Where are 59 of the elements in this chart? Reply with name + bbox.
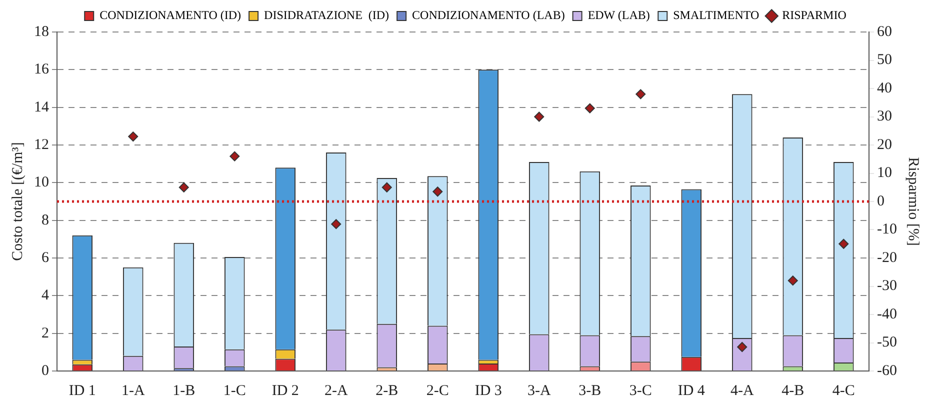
x-tick-label: 3-C: [629, 382, 652, 399]
y-tick-label: 18: [34, 24, 49, 40]
point: [128, 132, 138, 142]
y2-tick-label: 50: [877, 52, 892, 68]
x-tick-label: 2-A: [324, 382, 348, 399]
y-tick-label: 8: [42, 212, 49, 228]
point: [584, 103, 595, 114]
y2-tick-label: 20: [877, 136, 892, 153]
point: [382, 182, 392, 192]
point: [230, 151, 240, 162]
y-tick-label: 10: [34, 174, 49, 191]
y-axis-title: Costo totale [(€/m³]: [10, 142, 26, 261]
x-tick-label: 1-C: [223, 382, 246, 399]
y-tick-label: 4: [42, 288, 50, 304]
y-tick-label: 0: [42, 362, 49, 379]
x-tick-label: ID 4: [678, 382, 706, 399]
y2-tick-label: 30: [877, 108, 892, 125]
x-tick-label: ID 2: [272, 382, 299, 399]
y2-tick-label: -60: [877, 362, 898, 379]
y2-tick-label: -20: [877, 250, 898, 266]
x-tick-label: 4-C: [832, 382, 855, 399]
point: [534, 112, 544, 122]
y-tick-label: 16: [34, 62, 50, 78]
y2-tick-label: 0: [877, 193, 885, 210]
y2-tick-label: -30: [877, 278, 898, 294]
y2-tick-label: 40: [877, 80, 892, 96]
x-tick-label: 3-A: [527, 382, 551, 399]
y2-tick-label: -50: [877, 334, 898, 351]
y-tick-label: 2: [42, 325, 49, 342]
x-tick-label: ID 3: [474, 382, 502, 399]
point: [331, 219, 342, 230]
point: [636, 89, 646, 100]
y-tick-label: 14: [34, 99, 50, 116]
y2-tick-label: -10: [877, 222, 898, 238]
x-tick-label: 2-C: [426, 382, 449, 399]
point: [838, 238, 849, 249]
x-tick-label: 1-B: [172, 382, 196, 399]
legend-label: DISIDRATAZIONE (ID): [264, 8, 390, 22]
y2-tick-label: 60: [877, 24, 892, 40]
x-tick-label: 4-B: [782, 382, 804, 399]
legend-label: CONDIZIONAMENTO (ID): [100, 8, 242, 22]
point: [788, 276, 798, 286]
point: [737, 342, 748, 352]
y2-tick-label: -40: [877, 306, 898, 322]
x-tick-label: 3-B: [578, 382, 602, 399]
x-tick-label: ID 1: [68, 382, 96, 399]
x-tick-label: 4-A: [730, 382, 754, 399]
legend-label: SMALTIMENTO: [673, 8, 760, 22]
point: [432, 186, 443, 197]
y-tick-label: 6: [42, 250, 50, 266]
legend-label: EDW (LAB): [588, 8, 650, 22]
legend-label: RISPARMIO: [782, 8, 847, 22]
x-tick-label: 1-A: [121, 382, 145, 399]
x-tick-label: 2-B: [376, 382, 398, 399]
y2-tick-label: 10: [877, 165, 892, 182]
point: [178, 182, 189, 192]
y2-axis-title: Risparmio [%]: [905, 157, 922, 246]
legend-label: CONDIZIONAMENTO (LAB): [412, 8, 565, 22]
y-tick-label: 12: [34, 136, 49, 153]
